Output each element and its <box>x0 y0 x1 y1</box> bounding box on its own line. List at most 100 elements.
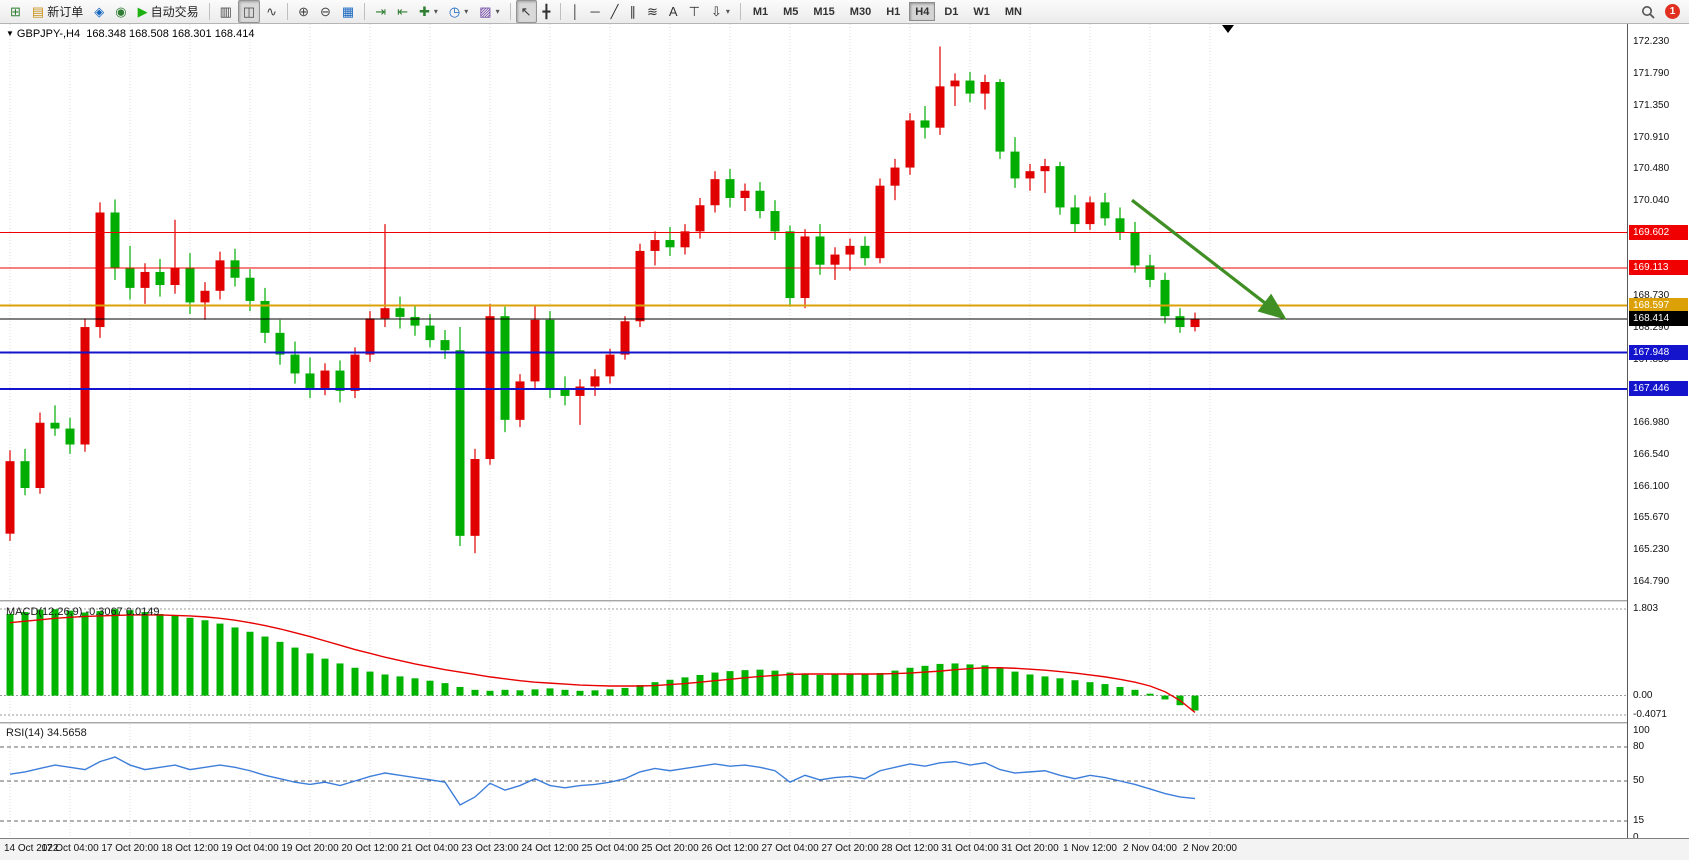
time-axis-label: 1 Nov 12:00 <box>1063 843 1117 854</box>
label-button[interactable]: ⊤ <box>684 0 705 23</box>
horizontal-line-button[interactable]: ─ <box>585 0 604 23</box>
pane-splitter-rsi[interactable] <box>0 722 1627 724</box>
macd-bar <box>606 689 614 696</box>
timeframe-button-m5[interactable]: M5 <box>783 5 799 18</box>
autotrading-button[interactable]: ▶ 自动交易 <box>133 0 204 23</box>
time-axis-label: 27 Oct 04:00 <box>761 843 819 854</box>
macd-bar <box>426 680 434 696</box>
chart-shift-button[interactable]: ⇤ <box>392 0 413 23</box>
candlestick-icon: ◫ <box>242 4 256 19</box>
auto-scroll-button[interactable]: ⇥ <box>370 0 391 23</box>
candle <box>1130 232 1140 266</box>
candle <box>440 340 450 351</box>
cursor-icon: ↖ <box>520 4 532 19</box>
templates-button[interactable]: ▨ ▾ <box>474 0 504 23</box>
line-chart-button[interactable]: ∿ <box>261 0 282 23</box>
trendline-button[interactable]: ╱ <box>606 0 624 23</box>
crosshair-button[interactable]: ╋ <box>538 0 556 23</box>
time-axis-label: 20 Oct 12:00 <box>341 843 399 854</box>
chart-shift-marker-icon[interactable] <box>1222 25 1234 33</box>
macd-bar <box>546 688 554 696</box>
charts-profile-button[interactable]: ◈ <box>89 0 109 23</box>
bar-chart-button[interactable]: ▥ <box>215 0 237 23</box>
candle <box>755 190 765 212</box>
candle <box>290 354 300 374</box>
zoom-in-button[interactable]: ⊕ <box>293 0 314 23</box>
macd-bar <box>1026 674 1034 696</box>
candle <box>80 327 90 445</box>
candle <box>50 422 60 429</box>
price-axis-label: 170.910 <box>1633 131 1670 143</box>
cursor-button[interactable]: ↖ <box>515 0 537 23</box>
text-icon: A <box>668 4 678 19</box>
macd-bar <box>756 669 764 696</box>
timeframe-button-d1[interactable]: D1 <box>944 5 959 18</box>
fibonacci-button[interactable]: ≋ <box>642 0 663 23</box>
timeframe-button-m1[interactable]: M1 <box>752 5 769 18</box>
bar-chart-icon: ▥ <box>219 4 232 19</box>
rsi-axis-label: 50 <box>1633 775 1645 786</box>
macd-bar <box>201 620 209 696</box>
toolbar-separator <box>739 3 741 20</box>
indicators-plus-icon: ✚ <box>419 4 430 19</box>
pane-splitter-macd[interactable] <box>0 600 1627 602</box>
macd-bar <box>531 689 539 696</box>
chart-menu-icon[interactable]: ▼ <box>6 29 14 38</box>
candle <box>980 82 990 94</box>
candle <box>455 350 465 536</box>
new-order-button[interactable]: ▤ 新订单 <box>27 0 88 23</box>
rsi-axis-label: 100 <box>1633 725 1650 736</box>
macd-bar <box>1161 695 1169 700</box>
periods-button[interactable]: ◷ ▾ <box>444 0 473 23</box>
search-button[interactable] <box>1636 0 1660 23</box>
price-axis-label: 171.790 <box>1633 68 1670 80</box>
fibonacci-icon: ≋ <box>647 4 658 19</box>
candle <box>95 212 105 328</box>
time-axis-label: 27 Oct 20:00 <box>821 843 879 854</box>
new-chart-button[interactable]: ⊞ <box>5 0 26 23</box>
candle <box>785 231 795 299</box>
macd-bar <box>711 672 719 696</box>
timeframe-button-w1[interactable]: W1 <box>973 5 990 18</box>
notification-badge[interactable]: 1 <box>1665 4 1680 19</box>
indicators-button[interactable]: ✚ ▾ <box>414 0 443 23</box>
price-axis-label: 168.730 <box>1633 289 1670 301</box>
macd-axis-label: 1.803 <box>1633 603 1659 615</box>
timeframe-button-h4[interactable]: H4 <box>909 2 936 21</box>
history-center-button[interactable]: ◉ <box>110 0 131 23</box>
symbol-period-label: GBPJPY-,H4 <box>16 28 81 40</box>
macd-bar <box>51 609 59 696</box>
timeframe-button-m30[interactable]: M30 <box>849 5 872 18</box>
dropdown-caret-icon: ▾ <box>464 7 469 16</box>
candlestick-chart-button[interactable]: ◫ <box>237 0 261 23</box>
trend-arrow-object[interactable] <box>1131 198 1288 321</box>
candle <box>110 212 120 268</box>
candle <box>890 167 900 186</box>
time-axis-label: 21 Oct 04:00 <box>401 843 459 854</box>
channel-button[interactable]: ∥ <box>625 0 642 23</box>
toolbar-separator <box>509 3 511 20</box>
macd-bar <box>846 674 854 696</box>
candle <box>260 300 270 333</box>
vertical-line-button[interactable]: │ <box>566 0 584 23</box>
tile-windows-button[interactable]: ▦ <box>337 0 359 23</box>
arrows-button[interactable]: ⇩ ▾ <box>706 0 735 23</box>
macd-bar <box>651 682 659 696</box>
macd-bar <box>6 614 14 696</box>
text-button[interactable]: A <box>664 0 683 23</box>
macd-bar <box>291 647 299 696</box>
price-axis-label: 165.230 <box>1633 543 1670 555</box>
candle <box>1025 171 1035 179</box>
macd-bar <box>1056 678 1064 696</box>
price-axis-label: 170.480 <box>1633 163 1670 174</box>
candle <box>1010 151 1020 179</box>
candle <box>1145 265 1155 280</box>
timeframe-button-mn[interactable]: MN <box>1004 5 1022 18</box>
macd-bar <box>786 672 794 696</box>
timeframe-button-h1[interactable]: H1 <box>886 5 901 18</box>
rsi-axis-label: 80 <box>1633 740 1645 752</box>
zoom-out-button[interactable]: ⊖ <box>315 0 336 23</box>
macd-bar <box>36 609 44 696</box>
timeframe-button-m15[interactable]: M15 <box>813 5 835 18</box>
